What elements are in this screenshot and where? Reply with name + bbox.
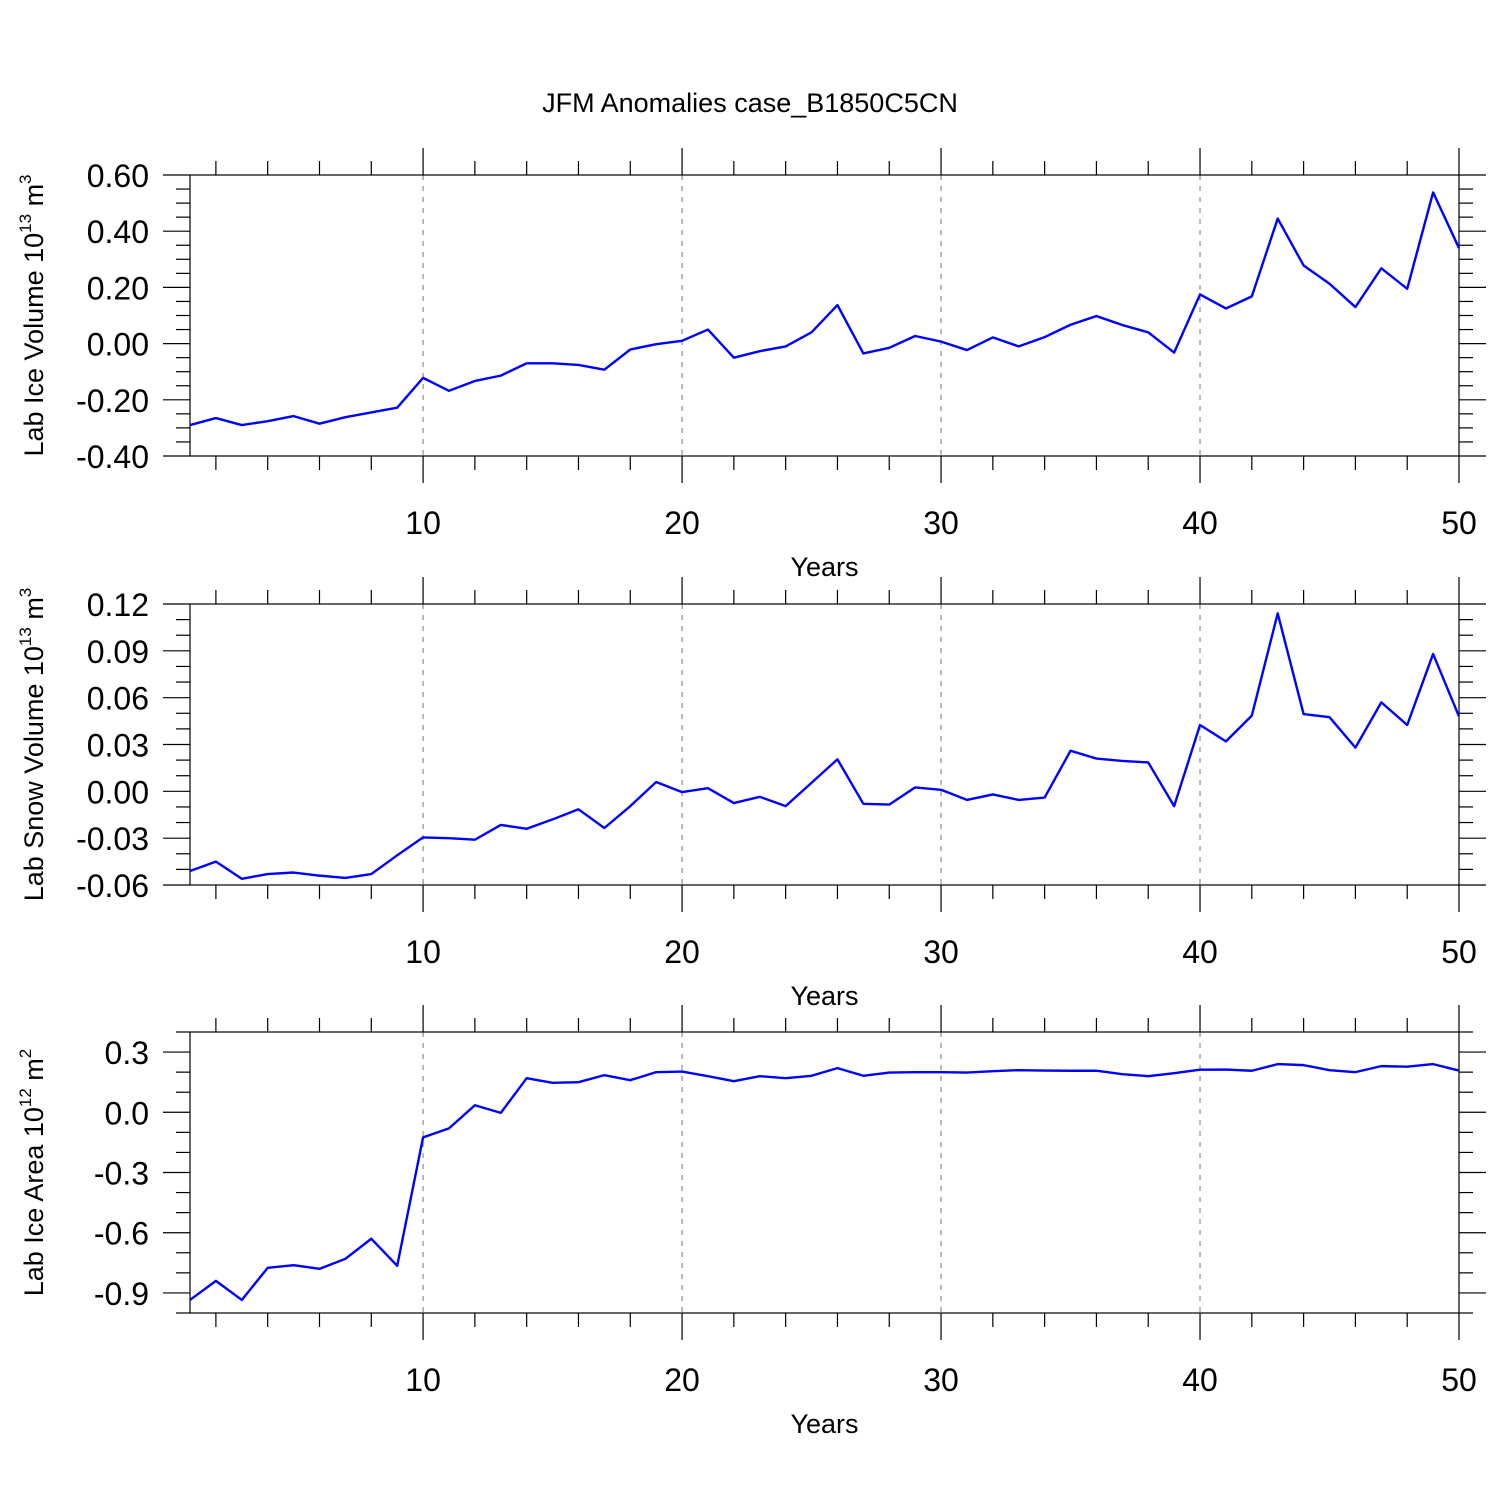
y-tick-label: 0.3 — [105, 1035, 149, 1071]
x-tick-label: 10 — [405, 1362, 441, 1398]
plot-frame — [189, 603, 1460, 886]
chart-panel-3: 10 20 30 40 50 -0.9 -0.6 -0.3 0.0 0.3 Years Lab Ice… — [16, 1005, 1486, 1439]
x-tick-label: 50 — [1441, 505, 1477, 541]
x-tick-label: 50 — [1441, 934, 1477, 970]
x-tick-label: 10 — [405, 934, 441, 970]
series-line — [189, 612, 1461, 880]
x-axis-label: Years — [790, 552, 858, 582]
series-line — [189, 1062, 1460, 1302]
y-tick-label: -0.20 — [76, 383, 149, 419]
y-tick-label: -0.06 — [76, 868, 149, 904]
chart-panel-2: 10 20 30 40 50 -0.06 -0.03 0.00 0.03 0.06 0.09 0.12… — [16, 577, 1486, 1011]
x-tick-label: 30 — [923, 1362, 959, 1398]
x-tick-label: 40 — [1182, 1362, 1218, 1398]
x-tick-label: 10 — [405, 505, 441, 541]
x-tick-label: 30 — [923, 934, 959, 970]
y-axis-label-superscript: 3 — [16, 174, 35, 183]
x-tick-label: 30 — [923, 505, 959, 541]
y-axis-label: Lab Snow Volume 1013 m3 — [16, 588, 49, 902]
y-tick-label: 0.60 — [87, 158, 149, 194]
x-axis-label: Years — [790, 981, 858, 1011]
x-tick-label: 20 — [664, 505, 700, 541]
x-tick-label: 20 — [664, 1362, 700, 1398]
x-tick-label: 40 — [1182, 505, 1218, 541]
y-axis-label-superscript: 13 — [16, 627, 35, 646]
y-tick-label: 0.06 — [87, 681, 149, 717]
y-axis-label-part: m — [19, 597, 49, 627]
x-tick-label: 40 — [1182, 934, 1218, 970]
x-axis-label: Years — [790, 1409, 858, 1439]
y-axis-label: Lab Ice Volume 1013 m3 — [16, 174, 49, 456]
y-axis-label-superscript: 13 — [16, 214, 35, 233]
y-tick-label: -0.3 — [94, 1156, 149, 1192]
y-axis-label-part: Lab Snow Volume 10 — [19, 646, 49, 901]
y-axis-label-superscript: 2 — [16, 1049, 35, 1058]
figure-title: JFM Anomalies case_B1850C5CN — [542, 88, 958, 118]
y-axis-label: Lab Ice Area 1012 m2 — [16, 1049, 49, 1297]
y-tick-label: 0.00 — [87, 327, 149, 363]
y-tick-label: 0.03 — [87, 728, 149, 764]
y-axis-label-part: m — [19, 184, 49, 214]
y-axis-label-part: Lab Ice Volume 10 — [19, 233, 49, 457]
y-tick-label: -0.9 — [94, 1276, 149, 1312]
y-tick-label: 0.20 — [87, 270, 149, 306]
x-tick-label: 20 — [664, 934, 700, 970]
y-tick-label: 0.00 — [87, 774, 149, 810]
y-tick-label: 0.12 — [87, 587, 149, 623]
y-axis-label-part: m — [19, 1058, 49, 1088]
y-axis-label-part: Lab Ice Area 10 — [19, 1107, 49, 1296]
plot-frame — [189, 174, 1460, 457]
y-tick-label: -0.03 — [76, 821, 149, 857]
y-tick-label: -0.6 — [94, 1216, 149, 1252]
chart-panel-1: 10 20 30 40 50 -0.40 -0.20 0.00 0.20 0.40 0.60 Year… — [16, 148, 1486, 582]
y-tick-label: 0.40 — [87, 214, 149, 250]
y-tick-label: -0.40 — [76, 439, 149, 475]
y-tick-label: 0.0 — [105, 1095, 149, 1131]
series-line — [189, 191, 1461, 427]
y-tick-label: 0.09 — [87, 634, 149, 670]
y-axis-label-superscript: 12 — [16, 1088, 35, 1107]
plot-frame — [189, 1031, 1460, 1314]
chart-panels: 10 20 30 40 50 -0.40 -0.20 0.00 0.20 0.40 0.60 Year… — [16, 148, 1486, 1439]
x-tick-label: 50 — [1441, 1362, 1477, 1398]
y-axis-label-superscript: 3 — [16, 588, 35, 597]
